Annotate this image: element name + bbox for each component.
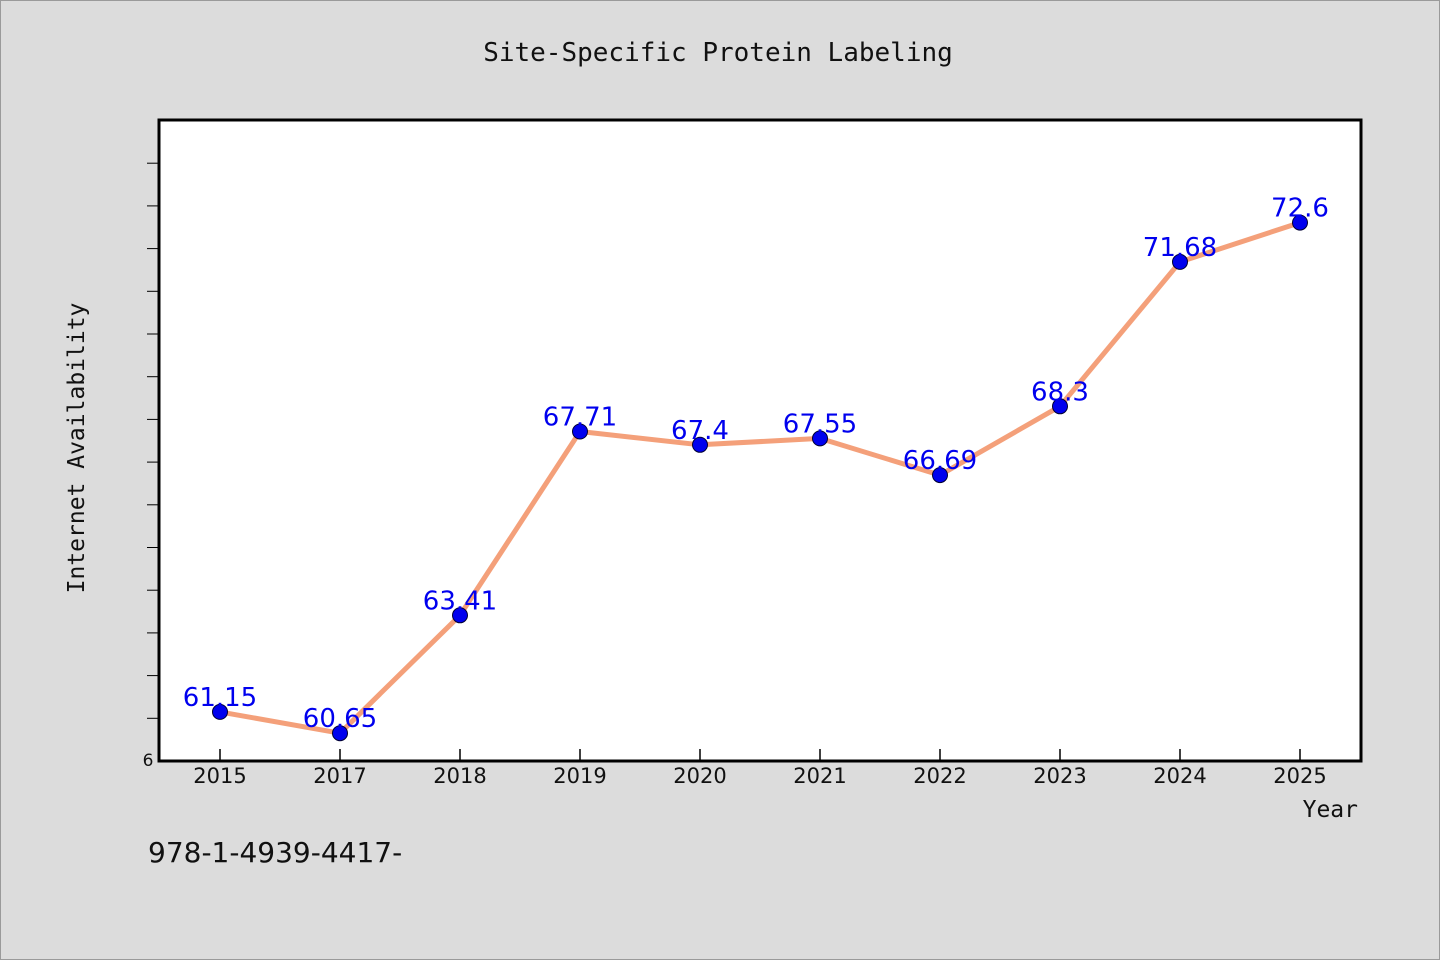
data-point	[1172, 253, 1188, 270]
data-label: 61.15	[183, 683, 257, 713]
data-point	[572, 423, 588, 440]
series-markers	[212, 214, 1308, 742]
data-point	[932, 467, 948, 484]
data-label: 72.6	[1271, 194, 1329, 224]
data-label: 67.55	[783, 409, 857, 439]
x-tick-label: 2019	[553, 764, 606, 788]
x-tick-label: 2022	[913, 764, 966, 788]
data-label: 66.69	[903, 446, 977, 476]
x-tick-label: 2015	[193, 764, 246, 788]
data-point	[452, 607, 468, 624]
y-axis-ticks	[147, 162, 159, 719]
x-axis-label: Year	[1303, 797, 1358, 823]
data-label: 63.41	[423, 586, 497, 616]
data-label: 68.3	[1031, 377, 1089, 407]
data-point	[692, 436, 708, 453]
y-tick-label: 6	[143, 751, 154, 771]
data-label: 60.65	[303, 704, 377, 734]
data-point	[812, 430, 828, 447]
data-point	[1292, 214, 1308, 231]
data-point	[212, 703, 228, 720]
data-labels: 61.15 60.65 63.41 67.71 67.4 67.55 66.69 68.3 71…	[183, 194, 1329, 735]
y-axis-label: Internet Availability	[64, 303, 90, 594]
data-label: 71.68	[1143, 233, 1217, 263]
x-axis-ticks: 2015 2017 2018 2019 2020 2021 2022 2023 2024 2025	[193, 749, 1327, 788]
x-tick-label: 2025	[1273, 764, 1326, 788]
chart-title: Site-Specific Protein Labeling	[483, 38, 953, 68]
data-point	[1052, 398, 1068, 415]
data-label: 67.71	[543, 403, 617, 433]
x-tick-label: 2017	[313, 764, 366, 788]
footer-code: 978-1-4939-4417-	[148, 836, 402, 869]
series-line	[217, 220, 1303, 736]
x-tick-label: 2018	[433, 764, 486, 788]
data-point	[332, 725, 348, 742]
data-label: 67.4	[671, 416, 729, 446]
x-tick-label: 2020	[673, 764, 726, 788]
x-tick-label: 2023	[1033, 764, 1086, 788]
x-tick-label: 2021	[793, 764, 846, 788]
x-tick-label: 2024	[1153, 764, 1206, 788]
